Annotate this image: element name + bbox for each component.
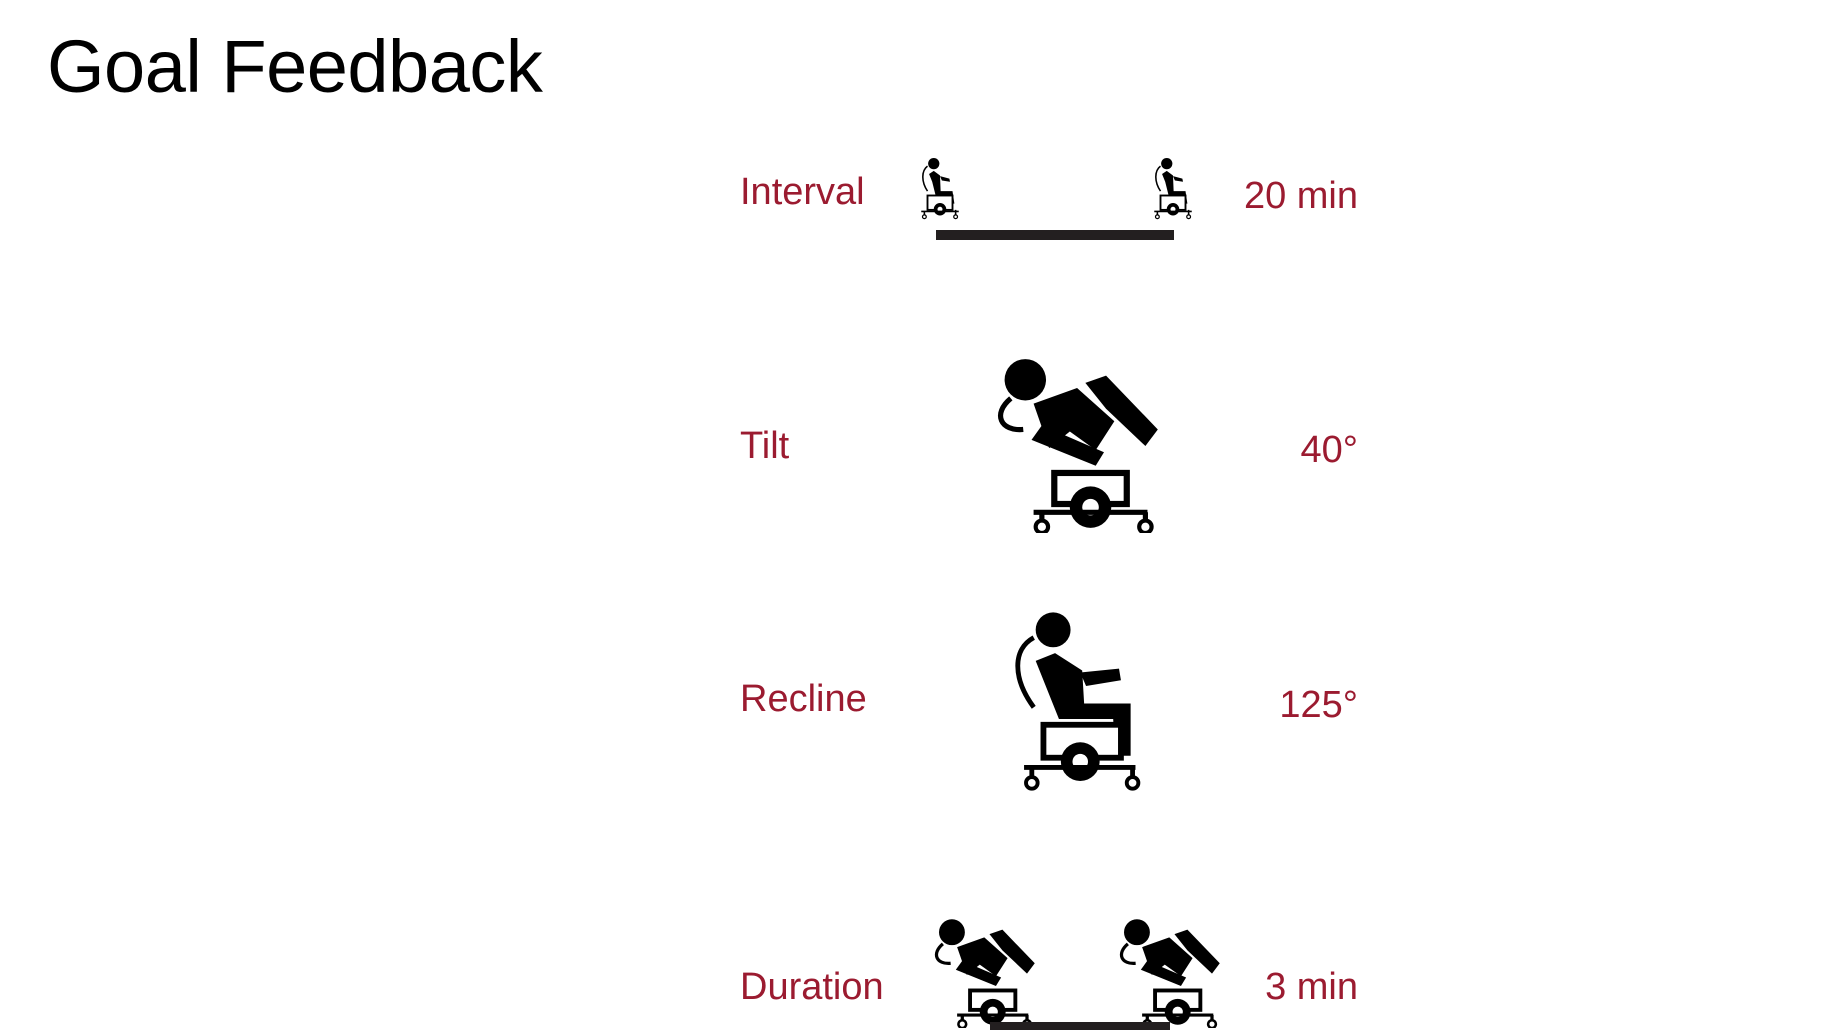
interval-label: Interval [740,171,865,213]
tilt-value: 40° [1300,429,1358,471]
duration-label: Duration [740,966,884,1008]
duration-timeline-bar [990,1022,1170,1030]
recline-value: 125° [1279,684,1358,726]
upright-wheelchair-icon [1148,152,1198,224]
reclined-wheelchair-icon [995,610,1150,795]
tilted-wheelchair-icon [918,918,1048,1028]
tilted-wheelchair-icon [990,357,1160,533]
duration-value: 3 min [1265,966,1358,1008]
tilt-label: Tilt [740,425,790,467]
page-title: Goal Feedback [47,25,543,108]
interval-timeline-bar [936,230,1174,240]
recline-label: Recline [740,678,867,720]
tilted-wheelchair-icon [1103,918,1233,1028]
interval-value: 20 min [1243,175,1358,217]
upright-wheelchair-icon [915,152,965,224]
